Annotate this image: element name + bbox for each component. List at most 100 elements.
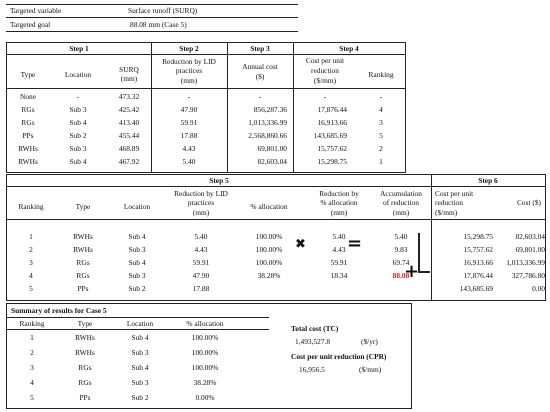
col-ranking-header: Ranking bbox=[19, 319, 45, 328]
cell-cpu: 143,685.69 bbox=[459, 284, 493, 293]
col-allocation-header: % allocation bbox=[250, 202, 288, 211]
cell-location: Sub 2 bbox=[128, 284, 146, 293]
cell-surq: 413.40 bbox=[118, 118, 140, 127]
cell-type: PPs bbox=[22, 131, 34, 140]
cpr-value: 16,956.5 bbox=[299, 365, 325, 374]
cell-cpu: 15,757.62 bbox=[463, 245, 493, 254]
col-cpu-header-1: Cost per unit bbox=[435, 189, 474, 198]
col-cost-header: Cost ($) bbox=[516, 198, 541, 207]
col-cpu-header-2: reduction bbox=[311, 66, 339, 75]
step5-header: Step 5 bbox=[209, 176, 229, 185]
cell-red-by-alloc: 18.34 bbox=[330, 271, 348, 280]
cell-type: RGs bbox=[21, 105, 35, 114]
cell-cost: 82,603.04 bbox=[515, 232, 545, 241]
cell-type: PPs bbox=[79, 393, 91, 402]
col-cpu-header-3: ($/mm) bbox=[313, 76, 337, 85]
cell-type: RWHs bbox=[18, 157, 38, 166]
cell-type: RGs bbox=[78, 378, 92, 387]
cell-allocation: 100.00% bbox=[255, 245, 283, 254]
cell-reduction: 47.90 bbox=[192, 271, 210, 280]
cell-reduction: - bbox=[187, 92, 191, 101]
cell-location: Sub 2 bbox=[131, 393, 149, 402]
cell-type: RWHs bbox=[18, 144, 38, 153]
col-location-header: Location bbox=[123, 202, 151, 211]
cell-ranking: 5 bbox=[30, 393, 34, 402]
col-reduction-header-3: (mm) bbox=[192, 208, 210, 217]
cpr-label: Cost per unit reduction (CPR) bbox=[291, 352, 387, 361]
col-surq-header: SURQ bbox=[119, 65, 139, 74]
cpr-unit: ($/mm) bbox=[359, 365, 382, 374]
cell-ranking: 4 bbox=[29, 271, 33, 280]
cell-surq: 467.92 bbox=[118, 157, 140, 166]
cell-cost: 82,603.04 bbox=[257, 157, 287, 166]
col-accumulation-header-3: (mm) bbox=[392, 208, 410, 217]
cell-surq: 425.42 bbox=[118, 105, 140, 114]
cell-ranking: 1 bbox=[379, 157, 383, 166]
col-surq-unit: (mm) bbox=[120, 74, 138, 83]
col-reduction-header-3: (mm) bbox=[180, 76, 198, 85]
cell-cost: 0.00 bbox=[532, 284, 545, 293]
summary-title: Summary of results for Case 5 bbox=[11, 306, 107, 315]
col-reduction-header-1: Reduction by LID bbox=[174, 189, 228, 198]
cell-location: Sub 4 bbox=[69, 118, 87, 127]
cell-reduction: 17.88 bbox=[192, 284, 210, 293]
cell-location: Sub 4 bbox=[131, 363, 149, 372]
cell-location: Sub 4 bbox=[131, 333, 149, 342]
cell-red-by-alloc: 4.43 bbox=[332, 245, 346, 254]
cell-ranking: 4 bbox=[30, 378, 34, 387]
cell-type: RGs bbox=[76, 271, 90, 280]
cell-location: Sub 2 bbox=[69, 131, 87, 140]
cell-type: RWHs bbox=[73, 232, 93, 241]
cell-ranking: 2 bbox=[29, 245, 33, 254]
col-red-by-alloc-header-3: (mm) bbox=[330, 208, 348, 217]
col-type-header: Type bbox=[77, 319, 93, 328]
cell-cpu: 143,685.69 bbox=[313, 131, 347, 140]
cell-accumulation: 5.40 bbox=[394, 232, 408, 241]
col-location-header: Location bbox=[126, 319, 154, 328]
step6-header: Step 6 bbox=[478, 176, 498, 185]
cell-cpu: 15,757.62 bbox=[317, 144, 347, 153]
cell-reduction: 59.91 bbox=[192, 258, 210, 267]
cell-cpu: 15,298.75 bbox=[463, 232, 493, 241]
col-allocation-header: % allocation bbox=[186, 319, 224, 328]
col-cost-header-2: ($) bbox=[255, 72, 265, 81]
cell-location: Sub 3 bbox=[128, 245, 146, 254]
cell-location: Sub 3 bbox=[69, 144, 87, 153]
cell-ranking: 2 bbox=[30, 348, 34, 357]
cell-cpu: 16,913.66 bbox=[317, 118, 347, 127]
cell-type: PPs bbox=[77, 284, 89, 293]
cell-surq: 468.89 bbox=[118, 144, 140, 153]
cell-location: Sub 3 bbox=[131, 348, 149, 357]
col-accumulation-header-1: Accumulation bbox=[380, 189, 422, 198]
targeted-variable-value: Surface runoff (SURQ) bbox=[128, 6, 198, 15]
cell-reduction: 4.43 bbox=[194, 245, 208, 254]
cell-ranking: 2 bbox=[379, 144, 383, 153]
cell-allocation: 100.00% bbox=[191, 363, 219, 372]
cell-location: Sub 3 bbox=[69, 105, 87, 114]
summary-panel: Summary of results for Case 5 Ranking Ty… bbox=[6, 303, 412, 409]
cell-ranking: - bbox=[379, 92, 383, 101]
cell-type: RWHs bbox=[75, 348, 95, 357]
cell-reduction: 4.43 bbox=[182, 144, 196, 153]
col-ranking-header: Ranking bbox=[18, 202, 44, 211]
cell-cpu: 17,876.44 bbox=[463, 271, 493, 280]
cell-location: Sub 4 bbox=[69, 157, 87, 166]
cell-cost: 69,801.00 bbox=[257, 144, 287, 153]
col-cpu-header-1: Cost per unit bbox=[305, 56, 345, 65]
step1-header: Step 1 bbox=[69, 44, 89, 53]
cell-location: Sub 4 bbox=[128, 232, 146, 241]
col-reduction-header-1: Reduction by LID bbox=[162, 57, 216, 66]
cell-type: RWHs bbox=[73, 245, 93, 254]
col-type-header: Type bbox=[20, 70, 36, 79]
cell-reduction: 59.91 bbox=[180, 118, 198, 127]
cell-accumulation: 69.74 bbox=[392, 258, 410, 267]
total-cost-value: 1,493,527.8 bbox=[295, 337, 331, 346]
cell-allocation: 38.28% bbox=[257, 271, 281, 280]
total-cost-label: Total cost (TC) bbox=[291, 324, 339, 333]
cell-type: RWHs bbox=[75, 333, 95, 342]
cell-cost: 1,013,336.99 bbox=[506, 258, 545, 267]
cell-allocation: 100.00% bbox=[191, 348, 219, 357]
cell-type: RGs bbox=[21, 118, 35, 127]
col-red-by-alloc-header-1: Reduction by bbox=[319, 189, 359, 198]
cell-reduction: 5.40 bbox=[194, 232, 208, 241]
